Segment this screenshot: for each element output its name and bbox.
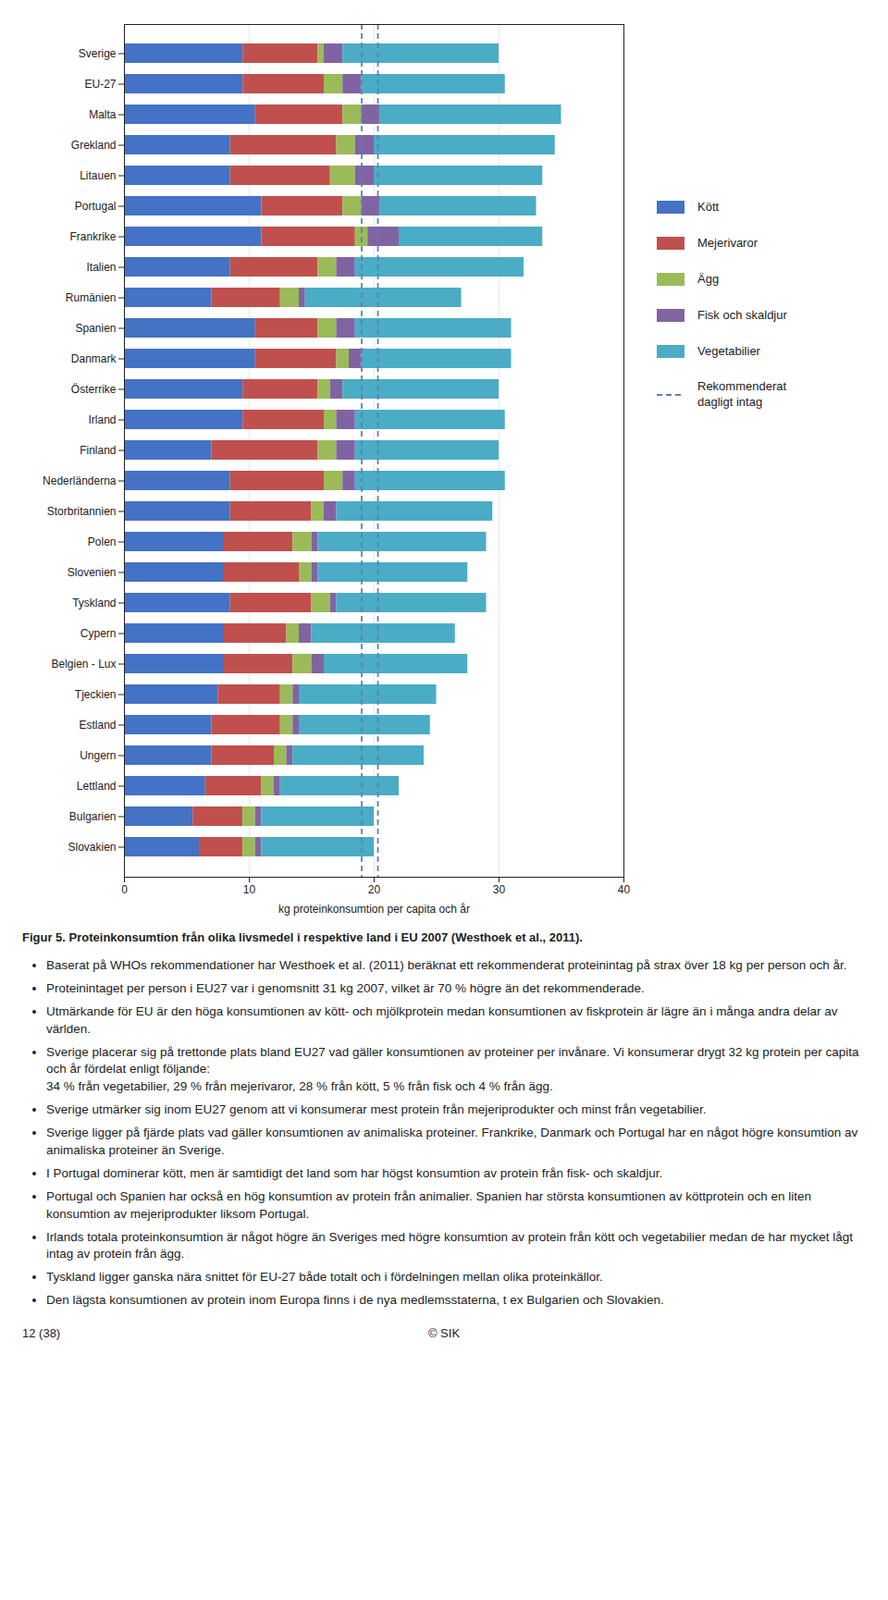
html-text:Portugal och Spanien har också: Portugal och Spanien har också en hög ko… <box>46 1189 812 1221</box>
svg-text:Bulgarien: Bulgarien <box>69 810 117 824</box>
html-text:Rekommenderat dagligt intag: Rekommenderat dagligt intag <box>697 379 787 410</box>
html-text:Baserat på WHOs rekommendation: Baserat på WHOs rekommendationer har Wes… <box>46 958 847 973</box>
svg-text:Malta: Malta <box>88 108 117 122</box>
svg-text:30: 30 <box>493 883 506 897</box>
html-text:Den lägsta konsumtionen av pro: Den lägsta konsumtionen av protein inom … <box>46 1293 665 1308</box>
svg-text:Slovenien: Slovenien <box>67 566 117 580</box>
html-text:Tyskland ligger ganska nära sn: Tyskland ligger ganska nära snittet för … <box>46 1270 604 1285</box>
html-text:Utmärkande för EU är den höga: Utmärkande för EU är den höga konsumtion… <box>46 1004 838 1036</box>
svg-text:Österrike: Österrike <box>71 382 117 396</box>
svg-text:Portugal: Portugal <box>74 199 117 213</box>
svg-text:Rumänien: Rumänien <box>65 291 117 305</box>
svg-text:Belgien - Lux: Belgien - Lux <box>50 657 116 671</box>
svg-text:0: 0 <box>121 883 128 897</box>
html-text:I Portugal dominerar kött, men: I Portugal dominerar kött, men är samtid… <box>46 1166 663 1181</box>
svg-text:Ungern: Ungern <box>79 749 116 763</box>
html-text:Proteinintaget per person i EU: Proteinintaget per person i EU27 var i g… <box>46 981 645 996</box>
html-text:Fisk och skaldjur: Fisk och skaldjur <box>697 307 787 322</box>
svg-text:Frankrike: Frankrike <box>69 230 116 244</box>
svg-text:Slovakien: Slovakien <box>67 840 116 854</box>
html-text:Ägg: Ägg <box>697 271 719 286</box>
html-text:Irlands totala proteinkonsumti: Irlands totala proteinkonsumtion är någo… <box>46 1229 853 1262</box>
html-text:Figur 5. Proteinkonsumtion frå: Figur 5. Proteinkonsumtion från olika li… <box>22 930 583 945</box>
svg-text:Litauen: Litauen <box>79 169 116 183</box>
html-text:Sverige utmärker sig inom EU27: Sverige utmärker sig inom EU27 genom att… <box>46 1102 707 1117</box>
html-text:Mejerivaror: Mejerivaror <box>697 235 758 250</box>
html-text:12 (38): 12 (38) <box>22 1326 61 1341</box>
svg-text:Tyskland: Tyskland <box>72 596 116 610</box>
svg-text:Storbritannien: Storbritannien <box>47 505 117 518</box>
svg-text:Polen: Polen <box>87 535 117 549</box>
html-text:© SIK: © SIK <box>428 1326 460 1341</box>
svg-text:Estland: Estland <box>78 718 116 732</box>
svg-text:EU-27: EU-27 <box>84 77 116 91</box>
html-text:Kött: Kött <box>697 199 719 214</box>
svg-text:10: 10 <box>243 883 257 897</box>
html-text:Sverige placerar sig på tretto: Sverige placerar sig på trettonde plats … <box>46 1044 859 1094</box>
svg-text:Italien: Italien <box>86 260 116 274</box>
svg-text:Nederländerna: Nederländerna <box>42 474 117 488</box>
svg-text:40: 40 <box>617 883 631 897</box>
svg-text:Cypern: Cypern <box>80 627 117 641</box>
html-text:Sverige ligger på fjärde plats: Sverige ligger på fjärde plats vad gälle… <box>46 1125 858 1158</box>
svg-text:Irland: Irland <box>87 413 116 427</box>
html-text:Vegetabilier: Vegetabilier <box>697 343 761 358</box>
svg-text:Finland: Finland <box>79 444 116 457</box>
svg-text:Tjeckien: Tjeckien <box>74 688 117 702</box>
svg-text:Lettland: Lettland <box>76 779 117 793</box>
svg-text:Sverige: Sverige <box>78 47 117 61</box>
svg-text:kg proteinkonsumtion per capit: kg proteinkonsumtion per capita och år <box>278 902 470 916</box>
svg-text:Danmark: Danmark <box>71 352 118 366</box>
svg-text:Grekland: Grekland <box>71 138 117 152</box>
svg-text:Spanien: Spanien <box>74 321 116 335</box>
svg-text:20: 20 <box>368 883 382 897</box>
